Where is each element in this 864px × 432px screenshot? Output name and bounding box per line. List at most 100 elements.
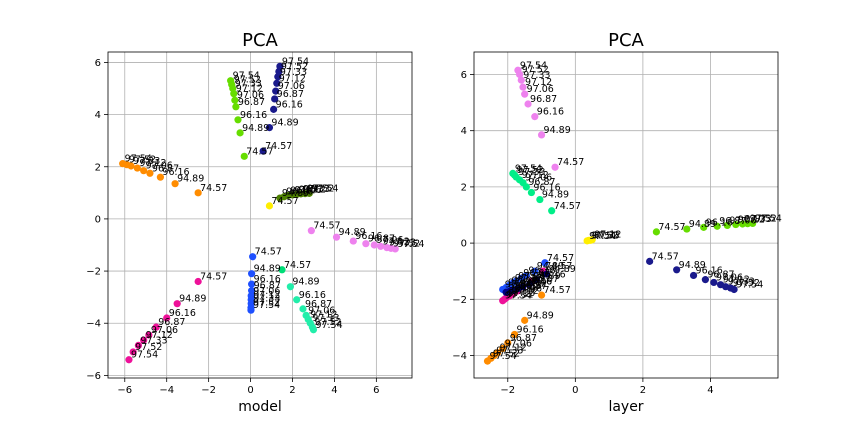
chart-title: PCA bbox=[242, 30, 278, 51]
scatter-point bbox=[499, 344, 507, 353]
y-tick-label: 0 bbox=[95, 214, 101, 225]
x-tick-label: −2 bbox=[201, 385, 216, 396]
point-label: 96.16 bbox=[706, 217, 733, 228]
point-label: 97.06 bbox=[376, 235, 403, 246]
point-label: 97.33 bbox=[133, 156, 160, 167]
scatter-point bbox=[362, 240, 370, 248]
scatter-point bbox=[730, 285, 738, 294]
point-label: 97.06 bbox=[525, 277, 552, 288]
point-label: 97.33 bbox=[593, 230, 620, 241]
point-label: 97.06 bbox=[505, 338, 532, 349]
ticks: −2 0 2 4 −4 −2 0 2 4 6 bbox=[452, 70, 713, 396]
point-label: 97.12 bbox=[515, 273, 542, 284]
scatter-point bbox=[683, 225, 691, 233]
point-label: 96.87 bbox=[290, 185, 317, 196]
scatter-point bbox=[271, 95, 279, 103]
point-label: 96.16 bbox=[696, 265, 723, 276]
scatter-point bbox=[521, 90, 529, 98]
point-label: 97.54 bbox=[520, 60, 547, 71]
point-label: 97.06 bbox=[518, 271, 545, 282]
scatter-point bbox=[744, 220, 752, 228]
scatter-point bbox=[305, 189, 313, 197]
point-label: 96.16 bbox=[537, 107, 564, 118]
scatter-point bbox=[519, 83, 527, 91]
point-label: 97.54 bbox=[315, 320, 342, 331]
point-labels: 74.5794.8996.1696.8797.0697.1297.3397.52… bbox=[125, 56, 425, 360]
point-label: 97.12 bbox=[139, 158, 166, 169]
scatter-point bbox=[286, 283, 294, 291]
point-label: 74.57 bbox=[547, 253, 574, 264]
point-label: 96.16 bbox=[355, 231, 382, 242]
point-label: 97.06 bbox=[515, 284, 542, 295]
point-label: 94.89 bbox=[254, 264, 281, 275]
point-label: 97.54 bbox=[755, 213, 782, 224]
scatter-point bbox=[527, 188, 536, 197]
scatter-point bbox=[749, 219, 757, 228]
plot-frame bbox=[473, 51, 779, 379]
point-label: 97.33 bbox=[389, 238, 416, 249]
point-label: 74.57 bbox=[658, 222, 685, 233]
scatter-point bbox=[332, 233, 341, 241]
scatter-point bbox=[391, 245, 399, 253]
scatter-point bbox=[531, 113, 539, 121]
x-tick-label: 2 bbox=[289, 385, 295, 396]
point-label: 97.54 bbox=[311, 183, 338, 194]
scatter-point bbox=[171, 180, 179, 188]
scatter-point bbox=[710, 278, 718, 287]
point-label: 97.54 bbox=[282, 56, 309, 67]
point-label: 97.06 bbox=[527, 84, 554, 95]
point-label: 96.87 bbox=[719, 216, 746, 227]
point-label: 97.52 bbox=[253, 298, 280, 309]
point-label: 97.33 bbox=[235, 79, 262, 90]
scatter-point bbox=[537, 291, 546, 299]
scatter-point bbox=[227, 77, 235, 85]
y-tick-label: 4 bbox=[95, 110, 101, 121]
scatter-point bbox=[499, 297, 507, 305]
point-label: 74.57 bbox=[554, 201, 581, 212]
point-label: 97.54 bbox=[490, 351, 517, 362]
x-tick-label: −4 bbox=[159, 385, 174, 396]
point-label: 97.33 bbox=[745, 214, 772, 225]
point-label: 96.16 bbox=[517, 324, 544, 335]
point-label: 97.52 bbox=[508, 278, 535, 289]
point-label: 97.33 bbox=[280, 67, 307, 78]
scatter-point bbox=[738, 220, 747, 228]
point-label: 97.52 bbox=[522, 64, 549, 75]
point-label: 97.33 bbox=[515, 280, 542, 291]
scatter-point bbox=[278, 266, 286, 274]
scatter-point bbox=[119, 160, 127, 168]
point-label: 97.12 bbox=[310, 309, 337, 320]
ticks: −6 −4 −2 0 2 4 6 −6 −4 −2 0 2 4 6 bbox=[86, 58, 379, 396]
scatter-point bbox=[276, 62, 284, 70]
scatter-point bbox=[537, 131, 546, 139]
x-axis-label: model bbox=[238, 399, 282, 415]
point-label: 74.57 bbox=[284, 260, 311, 271]
point-label: 74.57 bbox=[200, 272, 227, 283]
x-tick-label: 4 bbox=[707, 385, 713, 396]
point-label: 97.33 bbox=[508, 288, 535, 299]
point-label: 97.06 bbox=[525, 173, 552, 184]
point-label: 97.12 bbox=[500, 343, 527, 354]
scatter-point bbox=[248, 287, 256, 295]
scatter-point bbox=[701, 276, 709, 284]
point-label: 97.54 bbox=[505, 291, 532, 302]
plot-frame bbox=[107, 51, 413, 379]
chart-title: PCA bbox=[608, 30, 644, 51]
y-tick-label: −4 bbox=[452, 351, 467, 362]
point-label: 97.54 bbox=[253, 300, 280, 311]
scatter-point bbox=[248, 270, 256, 278]
y-tick-label: 6 bbox=[461, 70, 467, 81]
point-label: 97.54 bbox=[736, 279, 763, 290]
point-label: 96.16 bbox=[528, 265, 555, 276]
x-tick-label: −2 bbox=[500, 385, 515, 396]
scatter-point bbox=[543, 270, 551, 278]
scatter-point bbox=[517, 76, 525, 84]
point-label: 97.12 bbox=[520, 279, 547, 290]
scatter-point bbox=[265, 124, 274, 132]
point-label: 96.87 bbox=[238, 97, 265, 108]
scatter-point bbox=[370, 241, 378, 249]
scatter-point bbox=[270, 105, 278, 113]
